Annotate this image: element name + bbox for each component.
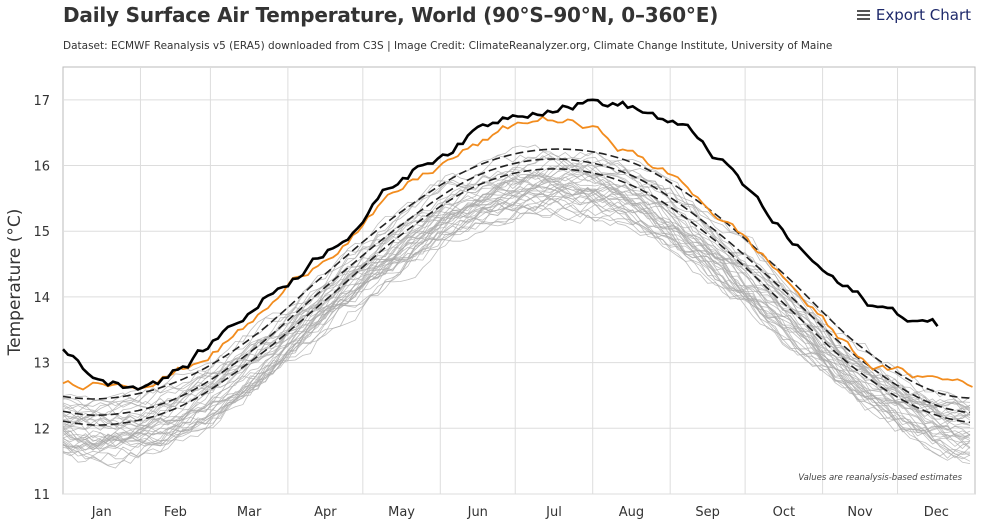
menu-icon xyxy=(856,8,870,22)
historical-series-line xyxy=(62,201,971,462)
reference-dashed-line xyxy=(62,168,971,426)
historical-series-line xyxy=(62,198,971,466)
x-tick-label: Aug xyxy=(619,505,644,520)
chart-title: Daily Surface Air Temperature, World (90… xyxy=(63,3,719,27)
y-tick-label: 16 xyxy=(33,160,50,175)
x-tick-label: Jun xyxy=(467,505,488,520)
series-layer xyxy=(62,98,973,469)
y-tick-label: 12 xyxy=(33,422,50,437)
x-tick-label: Mar xyxy=(237,505,262,520)
historical-series-line xyxy=(62,165,971,423)
chart-subtitle: Dataset: ECMWF Reanalysis v5 (ERA5) down… xyxy=(63,40,833,52)
historical-series-line xyxy=(62,203,971,463)
historical-series-line xyxy=(62,183,971,455)
historical-series-line xyxy=(62,144,971,407)
x-tick-label: Jul xyxy=(545,505,562,520)
axis-layer: 11 12 13 14 15 16 17 Jan Feb Mar Apr May Jun Jul Aug Se… xyxy=(33,94,948,520)
export-chart-label: Export Chart xyxy=(875,6,971,24)
historical-series-line xyxy=(62,181,971,450)
x-tick-label: Apr xyxy=(314,505,337,520)
x-tick-label: Dec xyxy=(924,505,949,520)
historical-series-line xyxy=(62,186,971,464)
reference-dashed-line xyxy=(62,148,971,400)
x-tick-label: Nov xyxy=(847,505,873,520)
historical-series-line xyxy=(62,172,971,446)
export-chart-button[interactable]: Export Chart xyxy=(856,6,971,24)
historical-series-line xyxy=(62,172,971,431)
historical-series-line xyxy=(62,151,971,416)
x-tick-label: Jan xyxy=(91,505,112,520)
historical-series-line xyxy=(62,163,971,444)
y-axis-label: Temperature (°C) xyxy=(5,209,25,357)
reference-dashed-line xyxy=(62,158,971,416)
y-tick-label: 15 xyxy=(33,225,50,240)
historical-series-line xyxy=(62,168,971,429)
historical-series-line xyxy=(62,187,971,449)
y-tick-label: 11 xyxy=(33,488,50,503)
y-tick-label: 14 xyxy=(33,291,50,306)
x-tick-label: Oct xyxy=(773,505,795,520)
annotation: Values are reanalysis-based estimates xyxy=(798,473,962,483)
y-tick-label: 13 xyxy=(33,357,50,372)
y-tick-label: 17 xyxy=(33,94,50,109)
highlight-previous-series-line xyxy=(62,115,973,391)
historical-series-line xyxy=(62,205,971,451)
x-tick-label: May xyxy=(388,505,415,520)
historical-series-line xyxy=(62,164,971,426)
highlight-current-series-line xyxy=(62,98,939,391)
historical-series-line xyxy=(62,200,971,469)
x-tick-label: Sep xyxy=(695,505,720,520)
x-tick-label: Feb xyxy=(164,505,187,520)
historical-series-line xyxy=(62,173,971,444)
